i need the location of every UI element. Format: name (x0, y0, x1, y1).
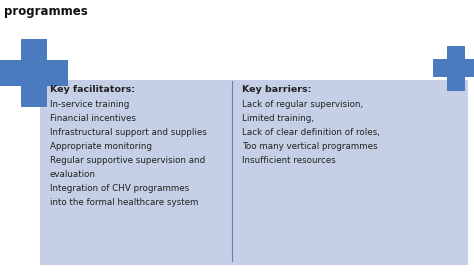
Text: Key facilitators:: Key facilitators: (50, 85, 135, 94)
Text: Regular supportive supervision and: Regular supportive supervision and (50, 156, 205, 165)
Text: evaluation: evaluation (50, 170, 96, 179)
Text: Limited training,: Limited training, (242, 114, 314, 123)
Text: Integration of CHV programmes: Integration of CHV programmes (50, 184, 189, 193)
Bar (447, 46, 465, 91)
Text: programmes: programmes (4, 5, 88, 18)
Text: In-service training: In-service training (50, 100, 129, 109)
Bar (434, 59, 474, 77)
Text: Lack of regular supervision,: Lack of regular supervision, (242, 100, 363, 109)
Text: Infrastructural support and supplies: Infrastructural support and supplies (50, 128, 207, 137)
Text: Financial incentives: Financial incentives (50, 114, 136, 123)
Text: into the formal healthcare system: into the formal healthcare system (50, 198, 199, 207)
Text: Appropriate monitoring: Appropriate monitoring (50, 142, 152, 151)
Text: Too many vertical programmes: Too many vertical programmes (242, 142, 378, 151)
Text: Key barriers:: Key barriers: (242, 85, 311, 94)
Bar (0, 60, 68, 86)
FancyBboxPatch shape (40, 80, 468, 265)
Text: Insufficient resources: Insufficient resources (242, 156, 336, 165)
Text: Lack of clear definition of roles,: Lack of clear definition of roles, (242, 128, 380, 137)
Bar (21, 39, 47, 107)
